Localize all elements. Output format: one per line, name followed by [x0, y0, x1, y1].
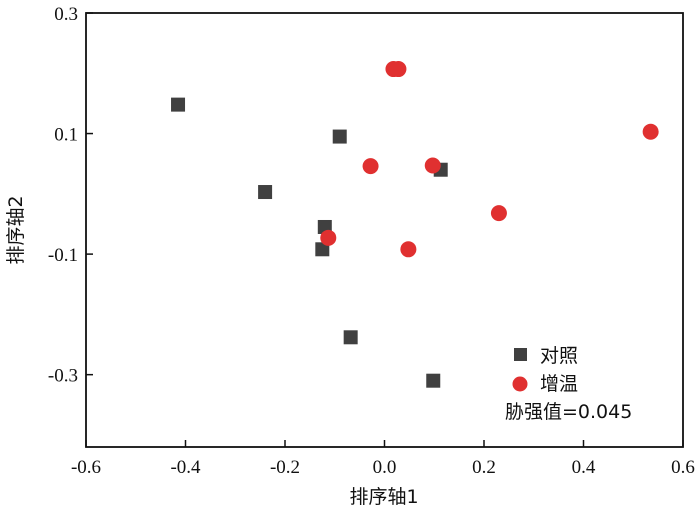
- data-point-warming: [400, 241, 417, 258]
- stress-annotation: 胁强值=0.045: [505, 401, 632, 423]
- data-point-control: [171, 97, 186, 112]
- x-tick-label: -0.4: [170, 457, 201, 478]
- data-point-warming: [424, 157, 441, 174]
- data-point-warming: [390, 61, 407, 78]
- legend-label-control: 对照: [540, 345, 578, 367]
- legend-marker-warming: [512, 376, 528, 392]
- data-point-warming: [362, 158, 379, 175]
- y-tick-label: 0.1: [54, 125, 78, 146]
- x-tick-label: 0.4: [572, 457, 596, 478]
- y-tick-label: -0.3: [48, 366, 78, 387]
- x-axis: -0.6 -0.4 -0.2 0.0 0.2 0.4 0.6: [71, 440, 695, 478]
- data-point-control: [258, 185, 273, 200]
- plot-frame: [85, 12, 684, 448]
- y-axis-title: 排序轴2: [5, 195, 27, 264]
- x-axis-title: 排序轴1: [349, 486, 418, 508]
- x-tick-label: -0.2: [270, 457, 300, 478]
- data-point-control: [315, 242, 330, 257]
- x-tick-label: 0.6: [671, 457, 695, 478]
- x-tick-label: 0.0: [373, 457, 397, 478]
- y-tick-label: 0.3: [54, 4, 78, 25]
- y-axis: -0.3 -0.1 0.1 0.3: [48, 4, 93, 387]
- data-point-control: [332, 129, 347, 144]
- data-point-warming: [320, 229, 337, 246]
- data-point-control: [343, 330, 358, 345]
- legend-label-warming: 增温: [540, 373, 578, 395]
- data-point-warming: [490, 205, 507, 222]
- legend: 对照 增温: [512, 345, 578, 395]
- y-tick-label: -0.1: [48, 245, 78, 266]
- data-points: [171, 61, 659, 388]
- legend-marker-control: [514, 348, 527, 361]
- x-tick-label: 0.2: [472, 457, 496, 478]
- x-tick-label: -0.6: [71, 457, 101, 478]
- data-point-warming: [642, 123, 659, 140]
- data-point-control: [426, 373, 441, 388]
